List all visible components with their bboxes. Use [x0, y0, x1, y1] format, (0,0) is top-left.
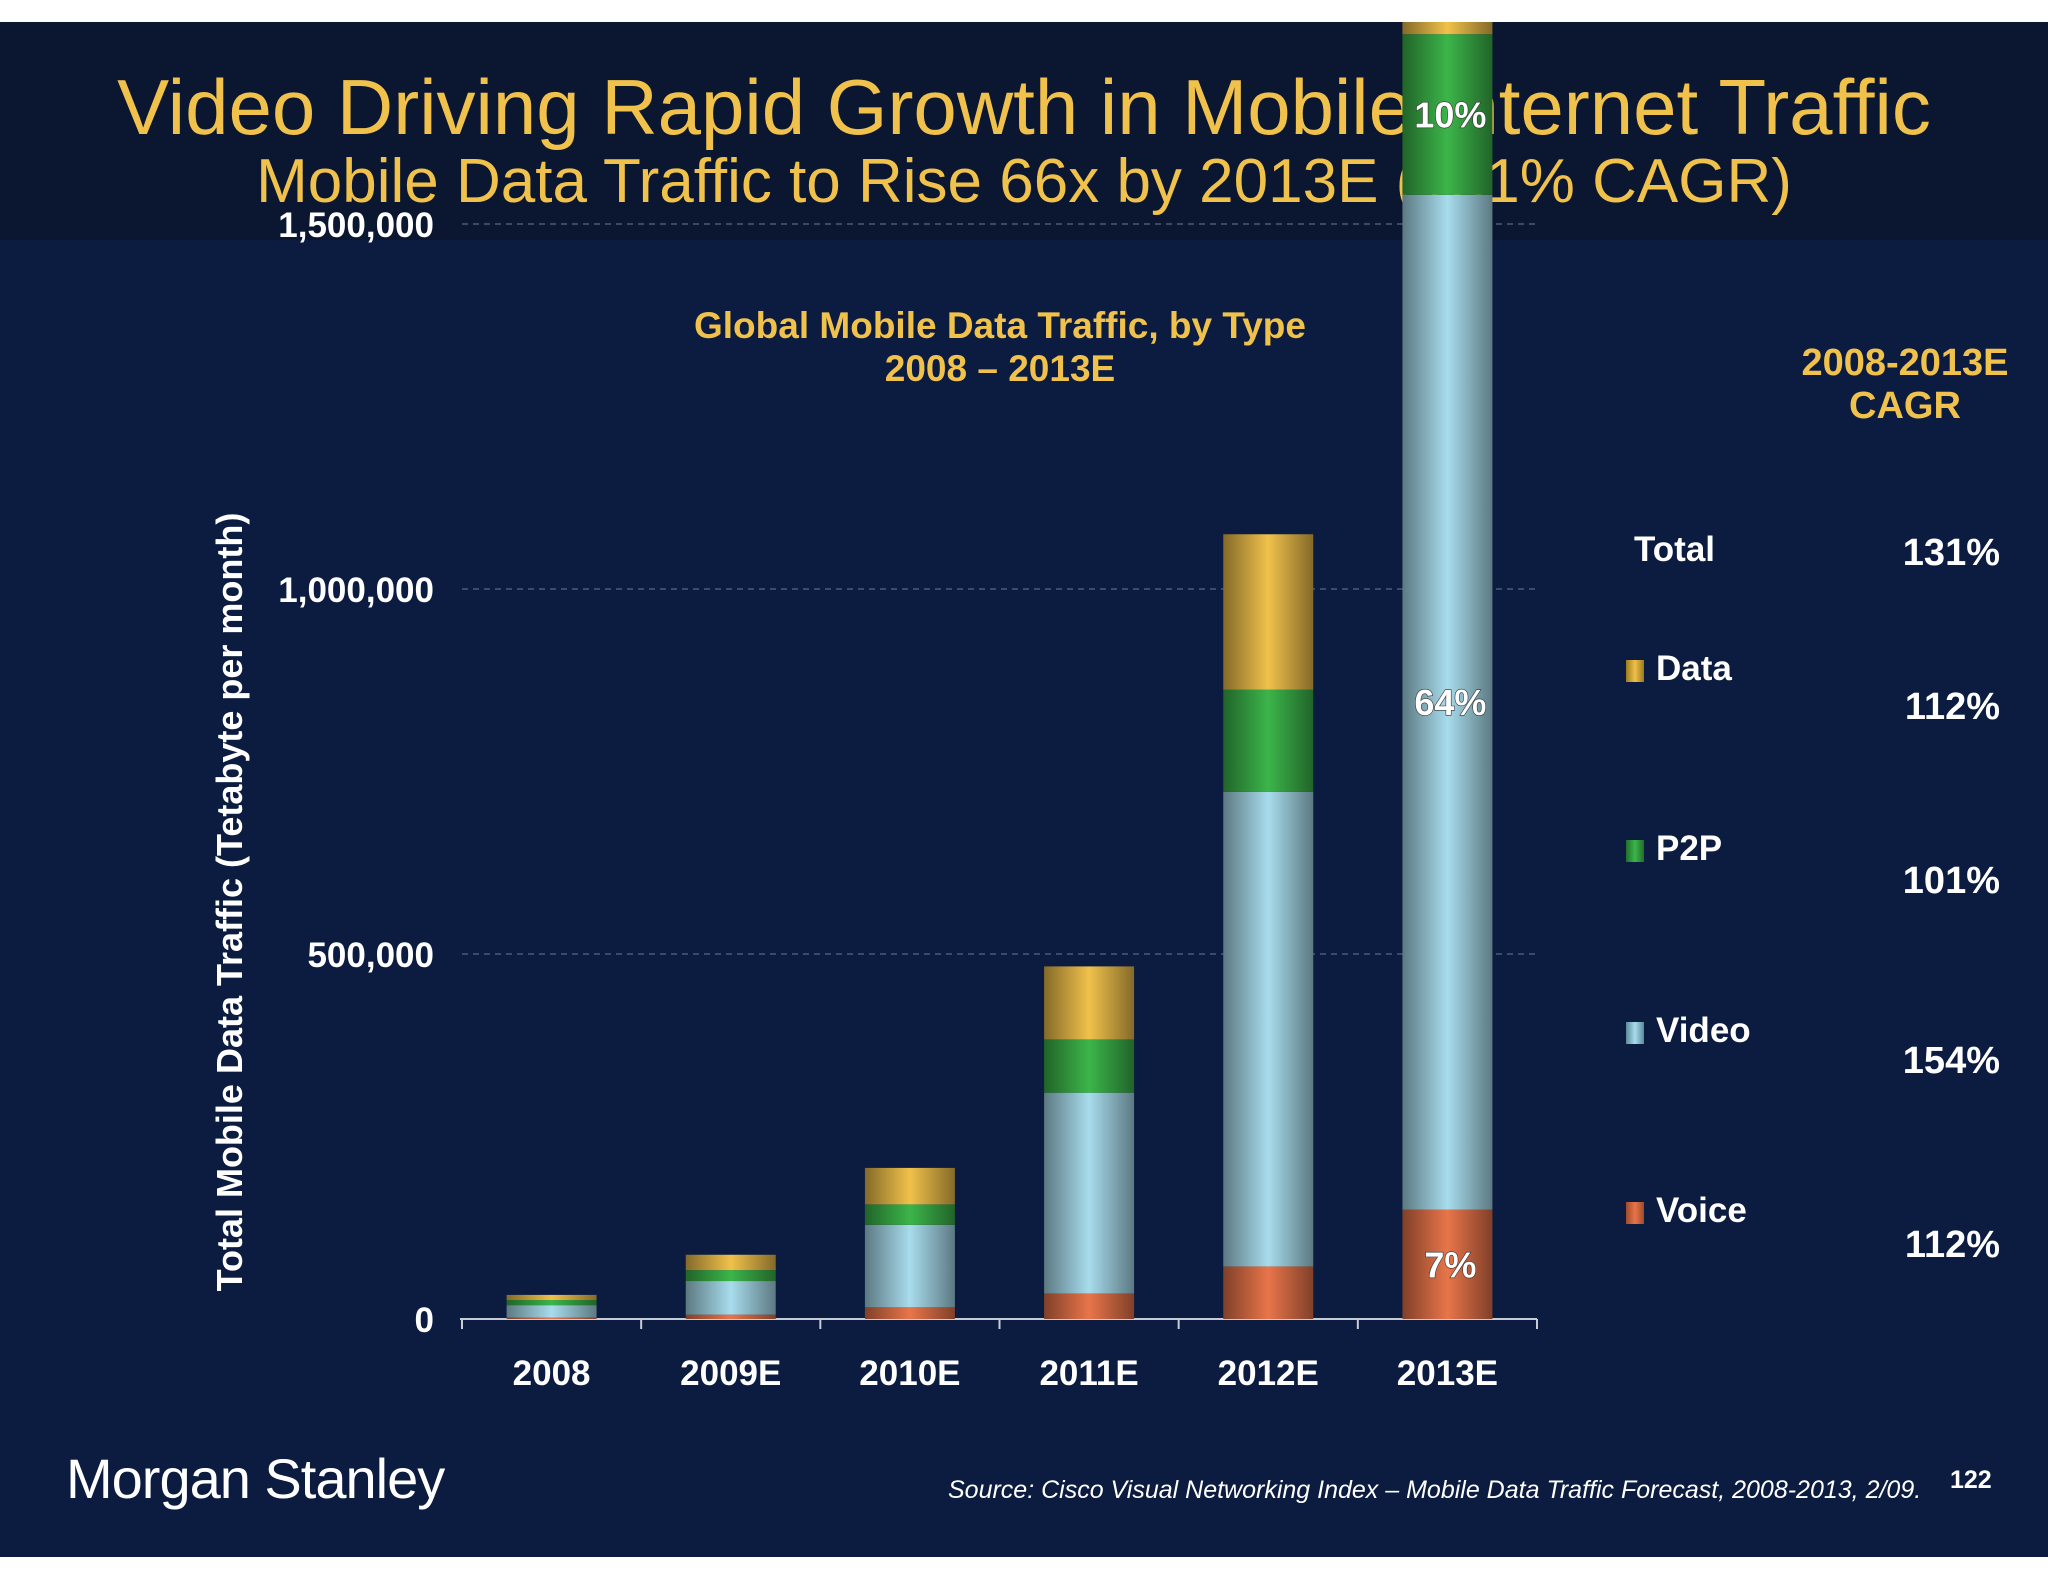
- legend-label-data: Data: [1656, 649, 1732, 688]
- y-tick-label: 500,000: [307, 936, 434, 975]
- cagr-data-value: 112%: [1904, 686, 2000, 728]
- legend-swatch-voice: [1626, 1202, 1644, 1224]
- y-tick-label: 0: [415, 1301, 434, 1340]
- bar-segment-video-2011E: [1044, 1092, 1135, 1294]
- bar-segment-p2p-2009E: [685, 1270, 776, 1282]
- x-tick-label: 2010E: [859, 1354, 960, 1393]
- bar-segment-video-2010E: [864, 1224, 955, 1308]
- bar-segment-data-2010E: [864, 1167, 955, 1205]
- bar-segment-voice-2010E: [864, 1307, 955, 1319]
- morgan-stanley-logo: Morgan Stanley: [66, 1447, 445, 1510]
- x-tick-label: 2012E: [1218, 1354, 1319, 1393]
- cagr-total-label: Total: [1634, 530, 1716, 569]
- cagr-header-line1: 2008-2013E: [1801, 342, 2009, 384]
- cagr-header: 2008-2013E CAGR: [1740, 342, 2048, 428]
- bar-segment-video-2008: [506, 1305, 597, 1318]
- cagr-header-line2: CAGR: [1849, 385, 1961, 427]
- bar-segment-voice-2011E: [1044, 1293, 1135, 1319]
- stacked-bar-chart: 0500,0001,000,0001,500,0002,000,00020082…: [278, 22, 1538, 1393]
- legend-label-voice: Voice: [1656, 1191, 1747, 1230]
- bar-segment-video-2009E: [685, 1281, 776, 1315]
- cagr-video-value: 154%: [1902, 1040, 2000, 1082]
- legend-swatch-data: [1626, 660, 1644, 682]
- chart-title: Global Mobile Data Traffic, by Type: [694, 305, 1306, 346]
- bar-segment-video-2013E: [1402, 194, 1493, 1210]
- source-note: Source: Cisco Visual Networking Index – …: [948, 1476, 1922, 1504]
- cagr-voice-value: 112%: [1904, 1224, 2000, 1266]
- bar-segment-p2p-2012E: [1223, 689, 1314, 792]
- slide-subtitle: Mobile Data Traffic to Rise 66x by 2013E…: [256, 147, 1792, 216]
- bar-segment-voice-2008: [506, 1317, 597, 1319]
- y-tick-label: 1,000,000: [278, 571, 434, 610]
- bar-segment-data-2009E: [685, 1254, 776, 1271]
- x-tick-label: 2008: [513, 1354, 591, 1393]
- cagr-p2p-value: 101%: [1902, 860, 2000, 902]
- bar-data-label: 64%: [1414, 682, 1486, 723]
- bar-data-label: 7%: [1424, 1244, 1476, 1285]
- bar-segment-p2p-2010E: [864, 1204, 955, 1225]
- bar-segment-video-2012E: [1223, 791, 1314, 1267]
- chart-subtitle: 2008 – 2013E: [884, 348, 1116, 389]
- legend-label-p2p: P2P: [1656, 829, 1723, 868]
- x-tick-label: 2011E: [1039, 1354, 1138, 1393]
- x-tick-label: 2013E: [1397, 1354, 1498, 1393]
- x-tick-label: 2009E: [680, 1354, 781, 1393]
- slide-title: Video Driving Rapid Growth in Mobile Int…: [117, 63, 1931, 151]
- bar-segment-voice-2013E: [1402, 1209, 1493, 1319]
- legend-label-video: Video: [1656, 1011, 1751, 1050]
- legend-swatch-p2p: [1626, 840, 1644, 862]
- bar-segment-data-2012E: [1223, 534, 1314, 690]
- bar-segment-p2p-2013E: [1402, 34, 1493, 195]
- y-tick-label: 1,500,000: [278, 206, 434, 245]
- bar-data-label: 10%: [1414, 95, 1486, 136]
- bar-segment-p2p-2008: [506, 1300, 597, 1306]
- legend-swatch-video: [1626, 1022, 1644, 1044]
- bar-segment-data-2013E: [1402, 22, 1493, 35]
- bar-segment-data-2008: [506, 1294, 597, 1301]
- slide: Video Driving Rapid Growth in Mobile Int…: [0, 22, 2048, 1557]
- bar-segment-voice-2012E: [1223, 1266, 1314, 1319]
- cagr-total-value: 131%: [1902, 532, 2000, 574]
- header-band: Video Driving Rapid Growth in Mobile Int…: [0, 22, 2048, 240]
- bar-segment-data-2011E: [1044, 966, 1135, 1040]
- page-number: 122: [1950, 1466, 1992, 1494]
- bar-segment-voice-2009E: [685, 1314, 776, 1319]
- bar-segment-p2p-2011E: [1044, 1039, 1135, 1093]
